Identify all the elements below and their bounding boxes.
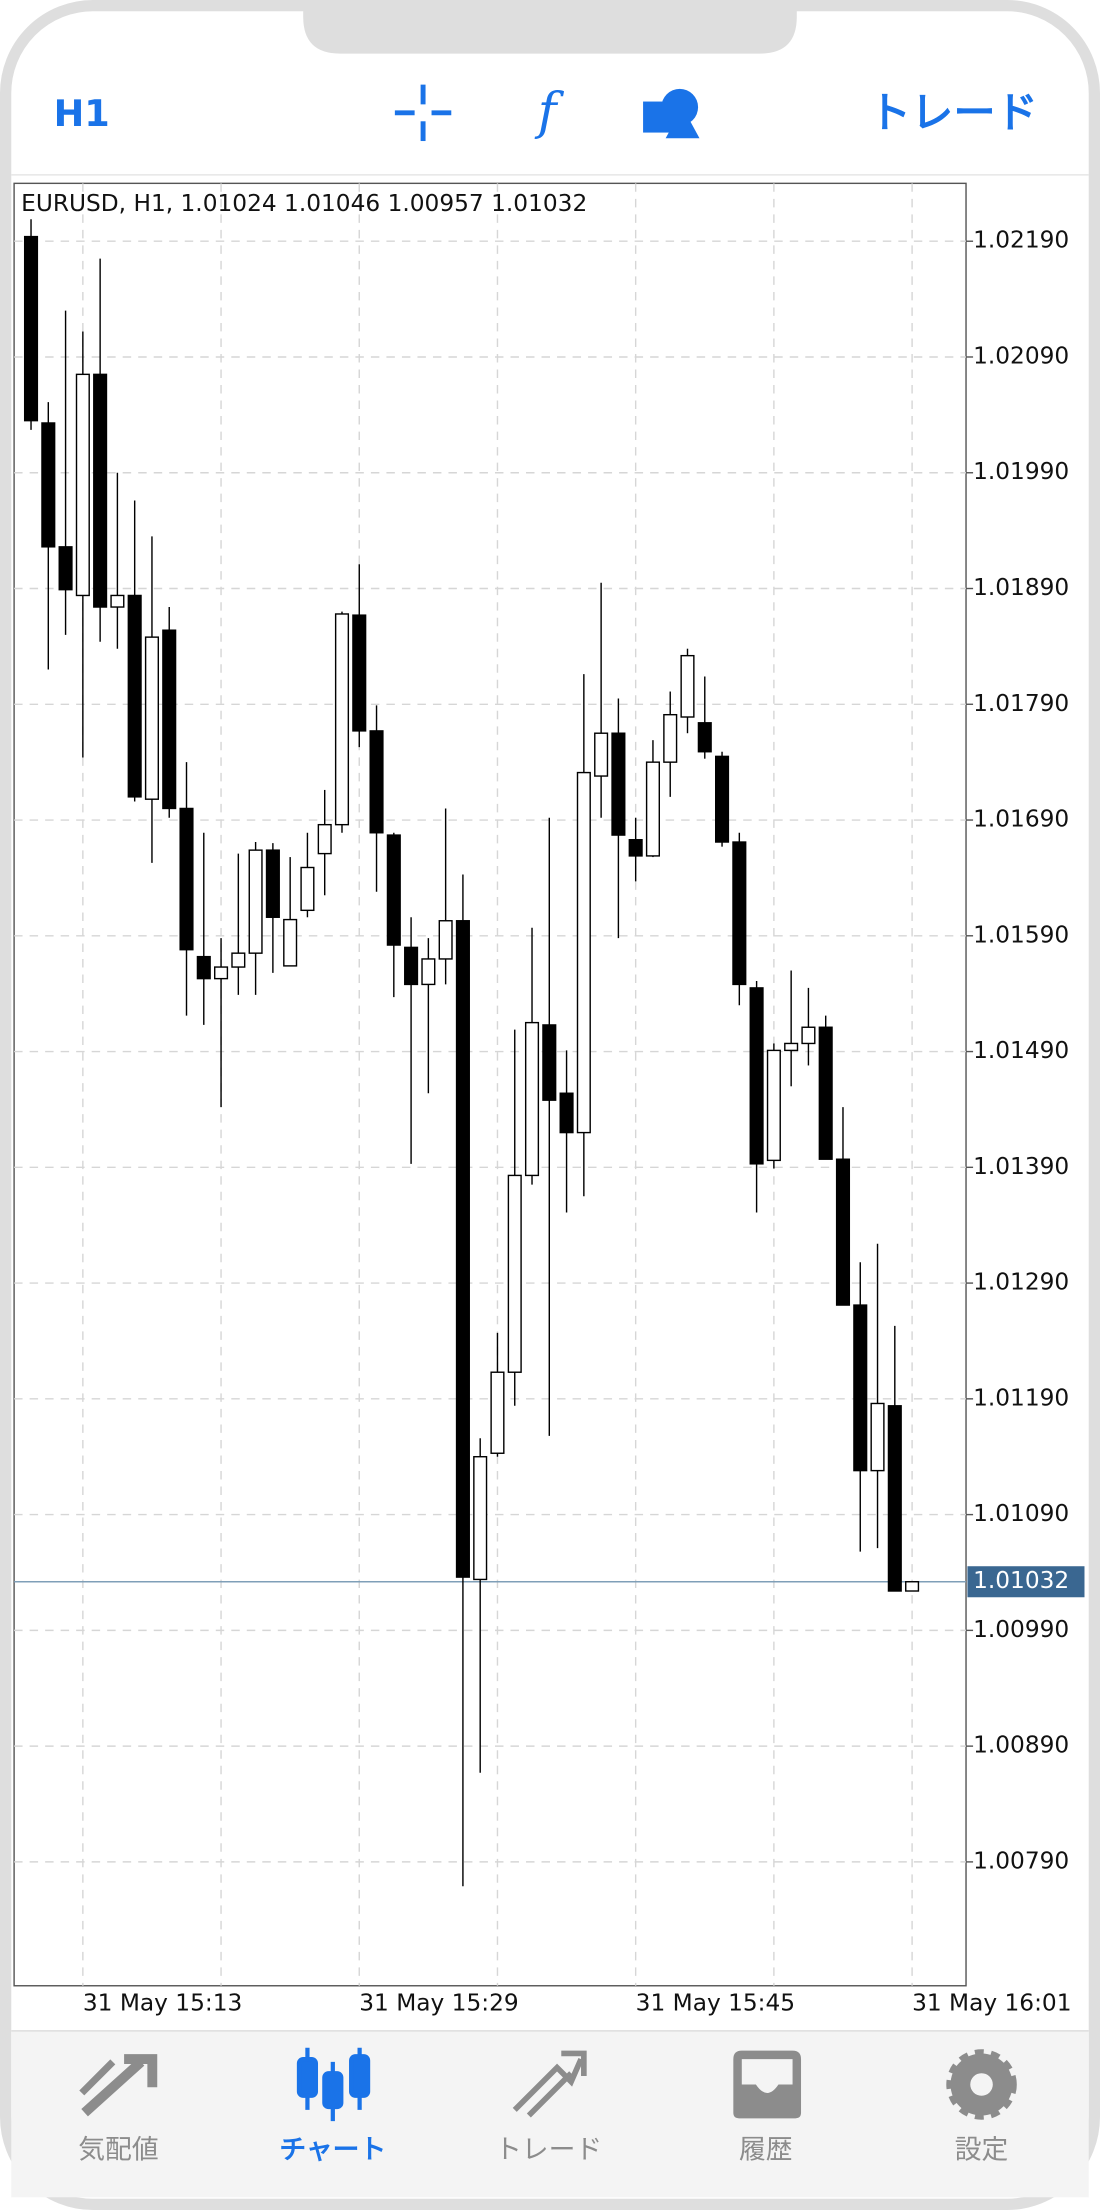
candle-body bbox=[784, 1042, 799, 1052]
chart-icon bbox=[296, 2047, 371, 2122]
notch bbox=[303, 0, 797, 54]
candle-body bbox=[283, 918, 298, 967]
x-tick-label: 31 May 15:45 bbox=[636, 1990, 795, 2017]
candle-body bbox=[645, 761, 661, 857]
candle-body bbox=[697, 722, 712, 753]
candle-body bbox=[300, 866, 315, 912]
candle-body bbox=[214, 966, 229, 980]
candle-body bbox=[766, 1049, 781, 1162]
tab-labels: 気配値 チャート トレード 履歴 設定 bbox=[78, 2134, 1008, 2165]
tab-label[interactable]: チャート bbox=[279, 2134, 386, 2165]
candle-body bbox=[663, 713, 678, 763]
candle-body bbox=[127, 594, 142, 798]
y-tick-label: 1.00790 bbox=[973, 1847, 1069, 1874]
candle-body bbox=[594, 732, 609, 777]
history-icon bbox=[733, 2050, 802, 2119]
candle-body bbox=[93, 373, 108, 608]
timeframe-button[interactable]: H1 bbox=[54, 92, 110, 135]
candle-body bbox=[680, 654, 695, 718]
candle-body bbox=[369, 730, 384, 834]
candle-body bbox=[334, 613, 350, 826]
candle-body bbox=[162, 629, 177, 810]
x-tick-label: 31 May 16:01 bbox=[912, 1990, 1071, 2017]
crosshair-button[interactable] bbox=[394, 84, 452, 142]
candle-body bbox=[542, 1024, 557, 1101]
plot-frame bbox=[13, 182, 967, 1987]
candle-body bbox=[41, 422, 56, 548]
candle-body bbox=[144, 636, 160, 800]
candle-body bbox=[559, 1092, 574, 1134]
quotes-icon bbox=[79, 2054, 158, 2117]
y-tick-label: 1.01690 bbox=[973, 806, 1069, 833]
last-price-box bbox=[967, 1566, 1085, 1598]
candle-body bbox=[231, 952, 246, 968]
candle-body bbox=[835, 1158, 851, 1306]
y-tick-label: 1.01790 bbox=[973, 690, 1069, 717]
tab-label[interactable]: 履歴 bbox=[739, 2134, 793, 2165]
y-tick-label: 1.00990 bbox=[973, 1616, 1069, 1643]
candle-body bbox=[473, 1456, 488, 1581]
objects-button[interactable] bbox=[643, 88, 700, 139]
y-tick-label: 1.01390 bbox=[973, 1153, 1069, 1180]
candle-body bbox=[524, 1021, 540, 1177]
trade-button[interactable]: トレード bbox=[869, 88, 1038, 137]
y-tick-label: 1.02090 bbox=[973, 342, 1069, 369]
y-tick-label: 1.01590 bbox=[973, 921, 1069, 948]
candle-body bbox=[870, 1402, 885, 1472]
candle-body bbox=[404, 946, 419, 986]
candle-body bbox=[455, 920, 470, 1578]
candle-body bbox=[386, 834, 401, 946]
candle-body bbox=[749, 987, 764, 1165]
y-tick-label: 1.01490 bbox=[973, 1037, 1069, 1064]
y-tick-label: 1.02190 bbox=[973, 227, 1069, 254]
candle-body bbox=[23, 235, 39, 422]
candle-body bbox=[179, 807, 194, 951]
candle-body bbox=[818, 1026, 833, 1160]
candle-body bbox=[352, 614, 367, 732]
x-tick-label: 31 May 15:13 bbox=[83, 1990, 242, 2017]
candle-body bbox=[887, 1405, 902, 1592]
y-tick-label: 1.01190 bbox=[973, 1384, 1069, 1411]
candle-body bbox=[58, 546, 73, 591]
candle-body bbox=[853, 1304, 868, 1472]
candle-body bbox=[490, 1371, 505, 1454]
y-tick-label: 1.01990 bbox=[973, 458, 1069, 485]
tab-label[interactable]: 気配値 bbox=[78, 2134, 158, 2165]
tab-label[interactable]: 設定 bbox=[955, 2134, 1009, 2165]
x-tick-label: 31 May 15:29 bbox=[359, 1990, 518, 2017]
candle-body bbox=[507, 1174, 522, 1373]
y-tick-label: 1.01090 bbox=[973, 1500, 1069, 1527]
plot bbox=[14, 183, 974, 1986]
tab-bar bbox=[11, 2030, 1089, 2198]
candle-body bbox=[611, 732, 626, 836]
tab-label[interactable]: トレード bbox=[495, 2134, 602, 2165]
trade-icon bbox=[512, 2050, 587, 2118]
settings-icon bbox=[946, 2049, 1017, 2120]
candle-body bbox=[628, 839, 643, 857]
candle-body bbox=[110, 594, 125, 608]
chart-title: EURUSD, H1, 1.01024 1.01046 1.00957 1.01… bbox=[21, 190, 587, 217]
candle-body bbox=[438, 920, 453, 960]
candle-body bbox=[421, 958, 436, 986]
last-price-label: 1.01032 bbox=[973, 1567, 1069, 1594]
candle-body bbox=[801, 1026, 816, 1045]
candle-body bbox=[317, 823, 332, 855]
candle-body bbox=[265, 849, 280, 918]
candle-body bbox=[248, 849, 263, 954]
candle-body bbox=[196, 955, 211, 980]
y-tick-label: 1.00890 bbox=[973, 1732, 1069, 1759]
candle-body bbox=[732, 841, 747, 986]
y-tick-label: 1.01290 bbox=[973, 1269, 1069, 1296]
y-tick-label: 1.01890 bbox=[973, 574, 1069, 601]
candle-body bbox=[715, 755, 730, 843]
candle-body bbox=[576, 771, 591, 1134]
candle-body bbox=[905, 1581, 920, 1592]
candle-body bbox=[75, 373, 90, 597]
